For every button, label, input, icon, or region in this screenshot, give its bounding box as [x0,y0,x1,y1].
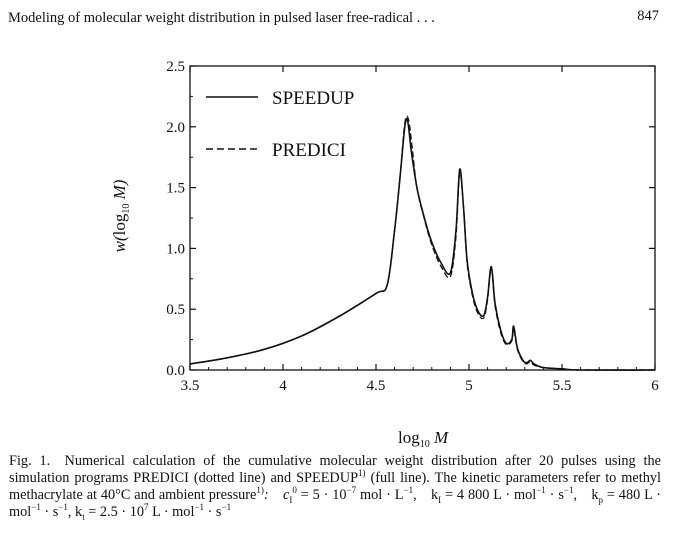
series-line-speedup [189,117,656,371]
legend-label-speedup: SPEEDUP [272,88,354,109]
y-tick-label: 1.5 [166,181,185,197]
x-tick-label: 6 [651,378,659,394]
y-tick-label: 0.0 [166,363,185,379]
x-tick-label: 5 [465,378,473,394]
figure-chart: 0.0 0.5 1.0 1.5 2.0 2.5 3.5 4 4.5 5 5.5 6 SPEEDUP P… [110,59,659,450]
y-tick-label: 2.5 [166,59,185,75]
y-tick-label: 0.5 [166,302,185,318]
x-axis-title: log10 M [398,428,449,450]
x-tick-label: 3.5 [181,378,200,394]
y-tick-label: 1.0 [166,241,185,257]
svg-text:w(log10 M): w(log10 M) [110,179,132,252]
page-number: 847 [637,8,659,24]
figure-caption: Fig. 1. Numerical calculation of the cum… [9,453,662,522]
plot-frame [189,65,656,371]
legend: SPEEDUP PREDICI [206,88,354,161]
axes: 0.0 0.5 1.0 1.5 2.0 2.5 3.5 4 4.5 5 5.5 6 [166,59,659,394]
series-line-predici [189,115,656,371]
y-axis-title: w(log10 M) [110,179,132,252]
x-tick-label: 4 [279,378,287,394]
y-tick-label: 2.0 [166,120,185,136]
x-tick-label: 4.5 [367,378,386,394]
series-layer [189,115,656,371]
legend-label-predici: PREDICI [272,140,346,161]
svg-text:log10 M: log10 M [398,428,449,450]
x-tick-label: 5.5 [553,378,572,394]
running-head: Modeling of molecular weight distributio… [8,10,435,26]
